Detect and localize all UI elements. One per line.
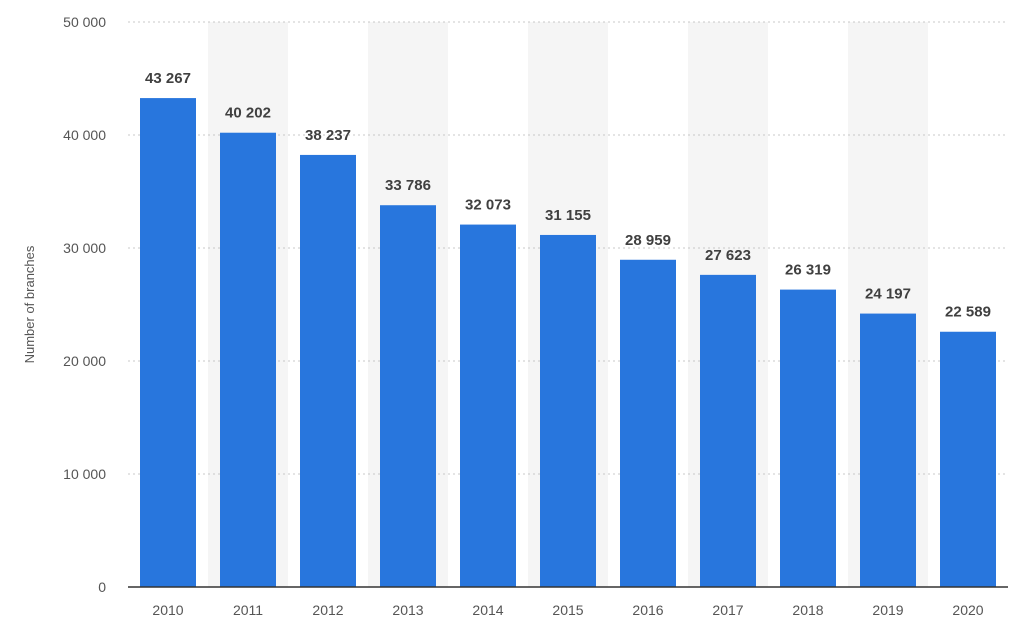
y-axis-title: Number of branches [22, 245, 37, 363]
value-label-2016: 28 959 [625, 232, 671, 249]
value-label-2015: 31 155 [545, 207, 591, 224]
y-axis-ticks: 0 10 000 20 000 30 000 40 000 50 000 [63, 14, 106, 595]
value-label-2019: 24 197 [865, 286, 911, 303]
x-tick-label-2012: 2012 [312, 602, 343, 618]
y-tick-label: 40 000 [63, 127, 106, 143]
bar-2019 [860, 313, 916, 587]
bar-2020 [940, 331, 996, 587]
bar-2011 [220, 132, 276, 587]
bars [140, 98, 996, 588]
x-tick-label-2019: 2019 [872, 602, 903, 618]
bar-2013 [380, 205, 436, 587]
x-tick-label-2013: 2013 [392, 602, 423, 618]
y-tick-label: 50 000 [63, 14, 106, 30]
y-tick-label: 30 000 [63, 240, 106, 256]
x-tick-label-2017: 2017 [712, 602, 743, 618]
value-labels: 43 267 40 202 38 237 33 786 32 073 31 155 28 9… [145, 70, 991, 321]
bar-2016 [620, 259, 676, 587]
value-label-2020: 22 589 [945, 304, 991, 321]
bar-2010 [140, 98, 196, 588]
y-tick-label: 0 [98, 579, 106, 595]
value-label-2017: 27 623 [705, 247, 751, 264]
x-tick-label-2016: 2016 [632, 602, 663, 618]
value-label-2010: 43 267 [145, 70, 191, 87]
value-label-2018: 26 319 [785, 262, 831, 279]
value-label-2012: 38 237 [305, 127, 351, 144]
x-tick-label-2014: 2014 [472, 602, 503, 618]
value-label-2014: 32 073 [465, 197, 511, 214]
value-label-2011: 40 202 [225, 105, 271, 122]
x-axis-ticks: 2010 2011 2012 2013 2014 2015 2016 2017 2018 2019… [152, 602, 983, 618]
bar-2015 [540, 234, 596, 588]
bar-2014 [460, 224, 516, 587]
x-tick-label-2010: 2010 [152, 602, 183, 618]
bar-2017 [700, 274, 756, 587]
x-tick-label-2015: 2015 [552, 602, 583, 618]
x-tick-label-2011: 2011 [233, 602, 263, 618]
x-tick-label-2018: 2018 [792, 602, 823, 618]
bar-2012 [300, 154, 356, 587]
y-tick-label: 10 000 [63, 466, 106, 482]
value-label-2013: 33 786 [385, 177, 431, 194]
bar-2018 [780, 289, 836, 587]
y-tick-label: 20 000 [63, 353, 106, 369]
x-tick-label-2020: 2020 [952, 602, 983, 618]
